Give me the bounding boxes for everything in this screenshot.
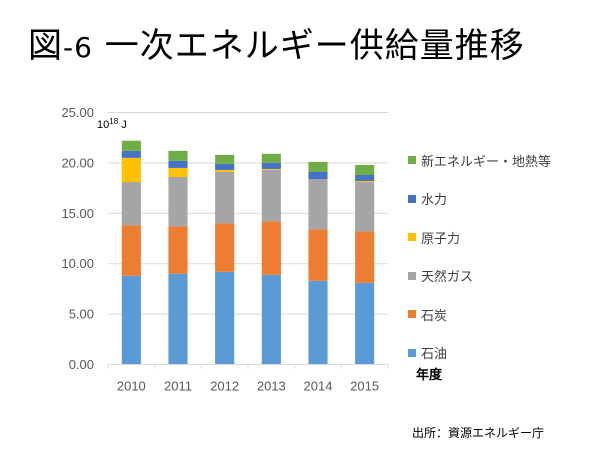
- bar-segment-2015-series-2: [355, 182, 375, 232]
- bar-segment-2013-series-5: [261, 153, 281, 163]
- source-note: 出所：資源エネルギー庁: [412, 426, 545, 440]
- legend-label: 石油: [421, 347, 448, 363]
- bar-segment-2010-series-0: [121, 275, 141, 365]
- legend-item: 原子力: [408, 218, 551, 257]
- x-tick-label: 2015: [350, 379, 379, 394]
- bar-segment-2014-series-0: [308, 280, 328, 365]
- bars: [121, 140, 375, 365]
- bar-stack-2014: [308, 161, 328, 365]
- bar-segment-2010-series-5: [121, 140, 141, 151]
- x-axis-title: 年度: [416, 368, 443, 383]
- y-unit-label: 1018 J: [97, 117, 127, 131]
- bar-stack-2010: [121, 140, 141, 365]
- bar-segment-2012-series-4: [215, 163, 235, 170]
- bar-segment-2015-series-3: [355, 181, 375, 183]
- bar-segment-2012-series-3: [215, 169, 235, 172]
- bar-segment-2011-series-4: [168, 160, 188, 168]
- bar-segment-2013-series-0: [261, 274, 281, 365]
- legend-label: 天然ガス: [421, 270, 474, 286]
- bar-segment-2012-series-2: [215, 171, 235, 224]
- title-text: 一次エネルギー供給量推移: [92, 26, 525, 66]
- x-axis-tick-labels: 2010 2011 2012 2013 2014 2015: [117, 379, 379, 394]
- bar-stack-2012: [215, 154, 235, 365]
- bar-segment-2015-series-1: [355, 231, 375, 283]
- y-tick-label: 15.00: [61, 206, 94, 221]
- bar-segment-2014-series-2: [308, 179, 328, 230]
- bar-segment-2015-series-5: [355, 164, 375, 175]
- x-axis-ticks: [107, 364, 389, 369]
- legend-item: 新エネルギー・地熱等: [408, 141, 551, 180]
- legend-swatch: [408, 348, 416, 357]
- legend-label: 原子力: [421, 231, 461, 247]
- bar-segment-2011-series-1: [168, 226, 188, 274]
- x-tick-label: 2010: [117, 379, 146, 394]
- legend-swatch: [408, 310, 416, 319]
- y-tick-label: 25.00: [61, 105, 94, 120]
- legend-swatch: [408, 194, 416, 203]
- legend-item: 石油: [408, 334, 551, 373]
- bar-segment-2014-series-4: [308, 171, 328, 180]
- x-tick-label: 2012: [210, 379, 239, 394]
- bar-segment-2013-series-1: [261, 221, 281, 275]
- bar-segment-2010-series-3: [121, 157, 141, 183]
- bar-segment-2011-series-5: [168, 150, 188, 161]
- legend-item: 天然ガス: [408, 257, 551, 296]
- x-tick-label: 2014: [304, 379, 333, 394]
- bar-stack-2013: [261, 153, 281, 365]
- bar-segment-2010-series-4: [121, 150, 141, 158]
- bar-segment-2013-series-4: [261, 162, 281, 169]
- bar-stack-2011: [168, 150, 188, 365]
- gridlines: [108, 112, 388, 315]
- bar-segment-2011-series-2: [168, 177, 188, 227]
- title-prefix: 図: [28, 26, 63, 66]
- bar-segment-2014-series-1: [308, 229, 328, 281]
- bar-segment-2010-series-2: [121, 182, 141, 226]
- legend-swatch: [408, 156, 416, 165]
- y-axis-tick-labels: 0.00 5.00 10.00 15.00 20.00 25.00: [61, 105, 94, 372]
- legend-label: 新エネルギー・地熱等: [421, 154, 552, 170]
- bar-segment-2012-series-5: [215, 154, 235, 164]
- legend-label: 水力: [421, 193, 448, 209]
- bar-segment-2013-series-3: [261, 168, 281, 170]
- bar-segment-2015-series-0: [355, 282, 375, 365]
- legend-swatch: [408, 271, 416, 280]
- bar-segment-2012-series-0: [215, 271, 235, 365]
- bar-segment-2010-series-1: [121, 225, 141, 276]
- bar-stack-2015: [355, 164, 375, 365]
- bar-segment-2015-series-4: [355, 174, 375, 182]
- x-tick-label: 2013: [257, 379, 286, 394]
- chart-title: 図-6 一次エネルギー供給量推移: [28, 18, 525, 67]
- legend: 新エネルギー・地熱等 水力原子力天然ガス石炭石油: [408, 141, 551, 372]
- y-tick-label: 10.00: [61, 256, 94, 271]
- bar-segment-2014-series-5: [308, 161, 328, 172]
- legend-swatch: [408, 233, 416, 242]
- bar-segment-2011-series-0: [168, 273, 188, 365]
- bar-segment-2013-series-2: [261, 169, 281, 222]
- legend-item: 石炭: [408, 295, 551, 334]
- legend-item: 水力: [408, 180, 551, 219]
- title-figure-number: -6: [63, 31, 93, 64]
- bar-segment-2012-series-1: [215, 223, 235, 272]
- legend-label: 石炭: [421, 308, 448, 324]
- x-tick-label: 2011: [164, 379, 192, 394]
- bar-segment-2011-series-3: [168, 167, 188, 178]
- y-tick-label: 0.00: [69, 357, 94, 372]
- y-tick-label: 5.00: [69, 307, 94, 322]
- y-tick-label: 20.00: [61, 155, 94, 170]
